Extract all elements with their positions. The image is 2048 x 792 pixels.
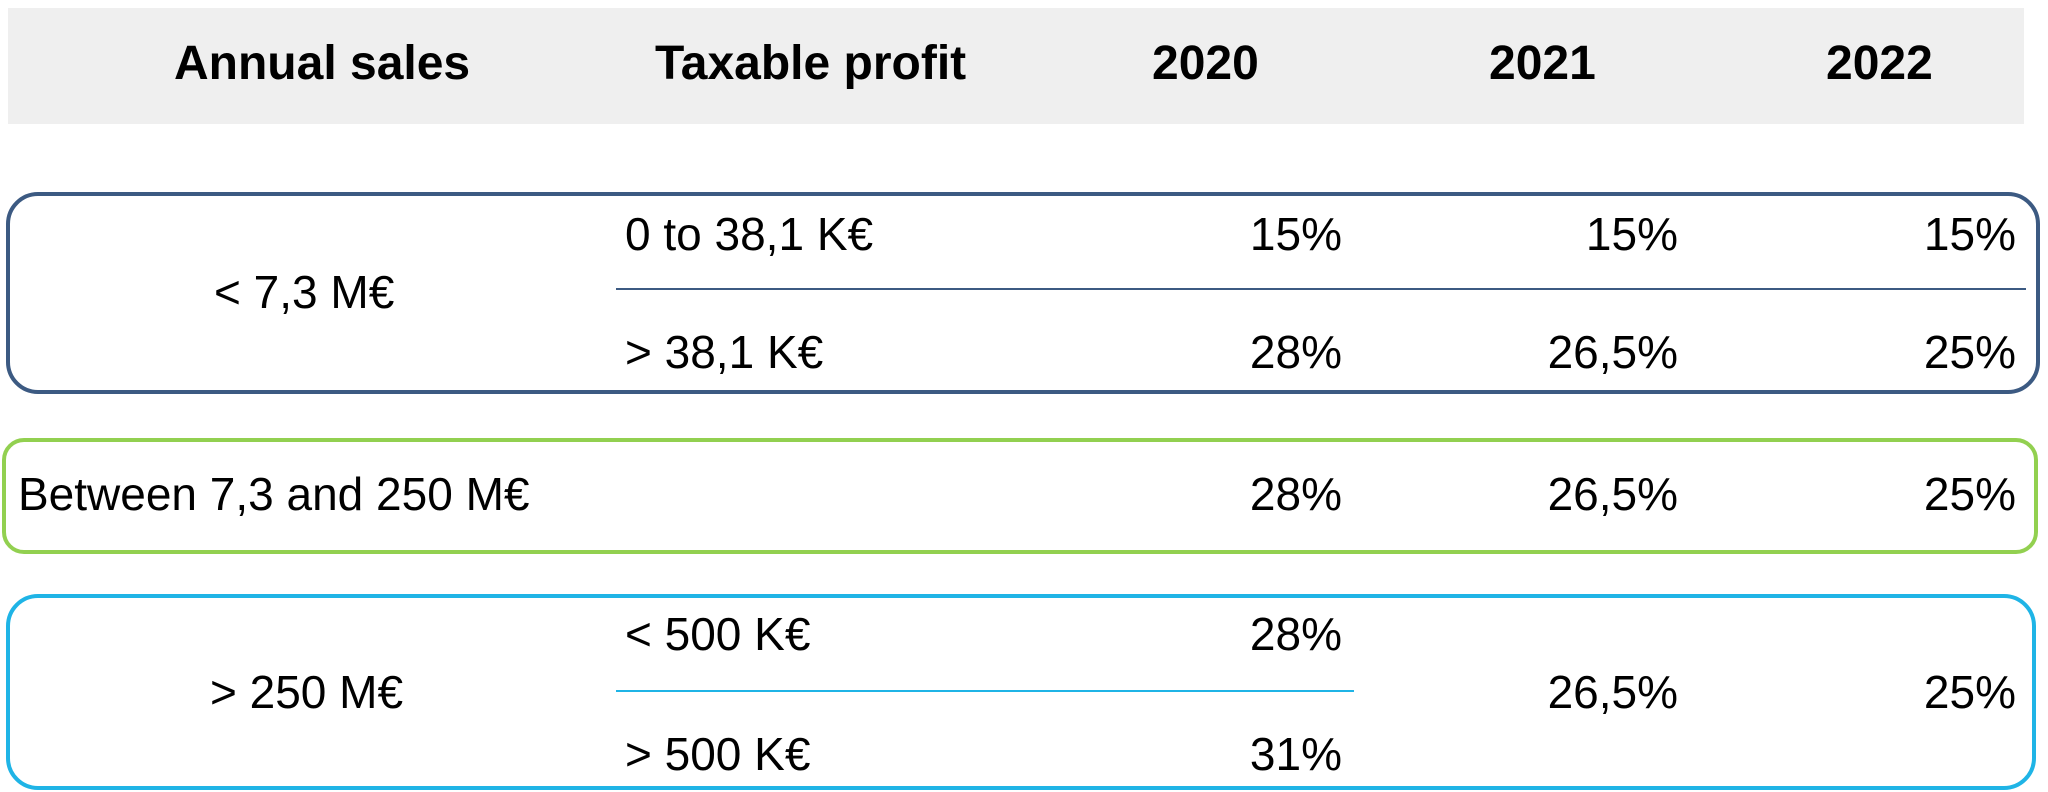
rate-2021: 26,5%: [1547, 468, 1678, 520]
rate-2020: 28%: [1249, 468, 1342, 520]
profit-label: > 38,1 K€: [625, 326, 824, 378]
row-divider: [616, 690, 1354, 692]
rate-2020: 31%: [1249, 728, 1342, 780]
group-under-7-3: [6, 192, 2040, 394]
rate-2021: 26,5%: [1547, 326, 1678, 378]
group-over-250: [6, 594, 2036, 790]
profit-label: < 500 K€: [625, 608, 811, 660]
sales-label: < 7,3 M€: [214, 266, 395, 318]
header-year-2020: 2020: [1152, 37, 1259, 90]
rate-2022: 15%: [1923, 208, 2016, 260]
sales-label: Between 7,3 and 250 M€: [18, 468, 530, 520]
rate-2020: 15%: [1249, 208, 1342, 260]
rate-2022: 25%: [1923, 666, 2016, 718]
header-year-2021: 2021: [1489, 37, 1596, 90]
sales-label: > 250 M€: [210, 666, 404, 718]
rate-2021: 15%: [1585, 208, 1678, 260]
rate-2020: 28%: [1249, 608, 1342, 660]
header-year-2022: 2022: [1826, 37, 1933, 90]
rate-2020: 28%: [1249, 326, 1342, 378]
group-between-7-3-and-250: [2, 438, 2038, 554]
table-header: [8, 8, 2024, 124]
rate-2022: 25%: [1923, 468, 2016, 520]
rate-2021: 26,5%: [1547, 666, 1678, 718]
rate-2022: 25%: [1923, 326, 2016, 378]
row-divider: [616, 288, 2026, 290]
profit-label: 0 to 38,1 K€: [625, 208, 874, 260]
header-annual-sales: Annual sales: [174, 37, 471, 90]
profit-label: > 500 K€: [625, 728, 811, 780]
header-taxable-profit: Taxable profit: [655, 37, 967, 90]
